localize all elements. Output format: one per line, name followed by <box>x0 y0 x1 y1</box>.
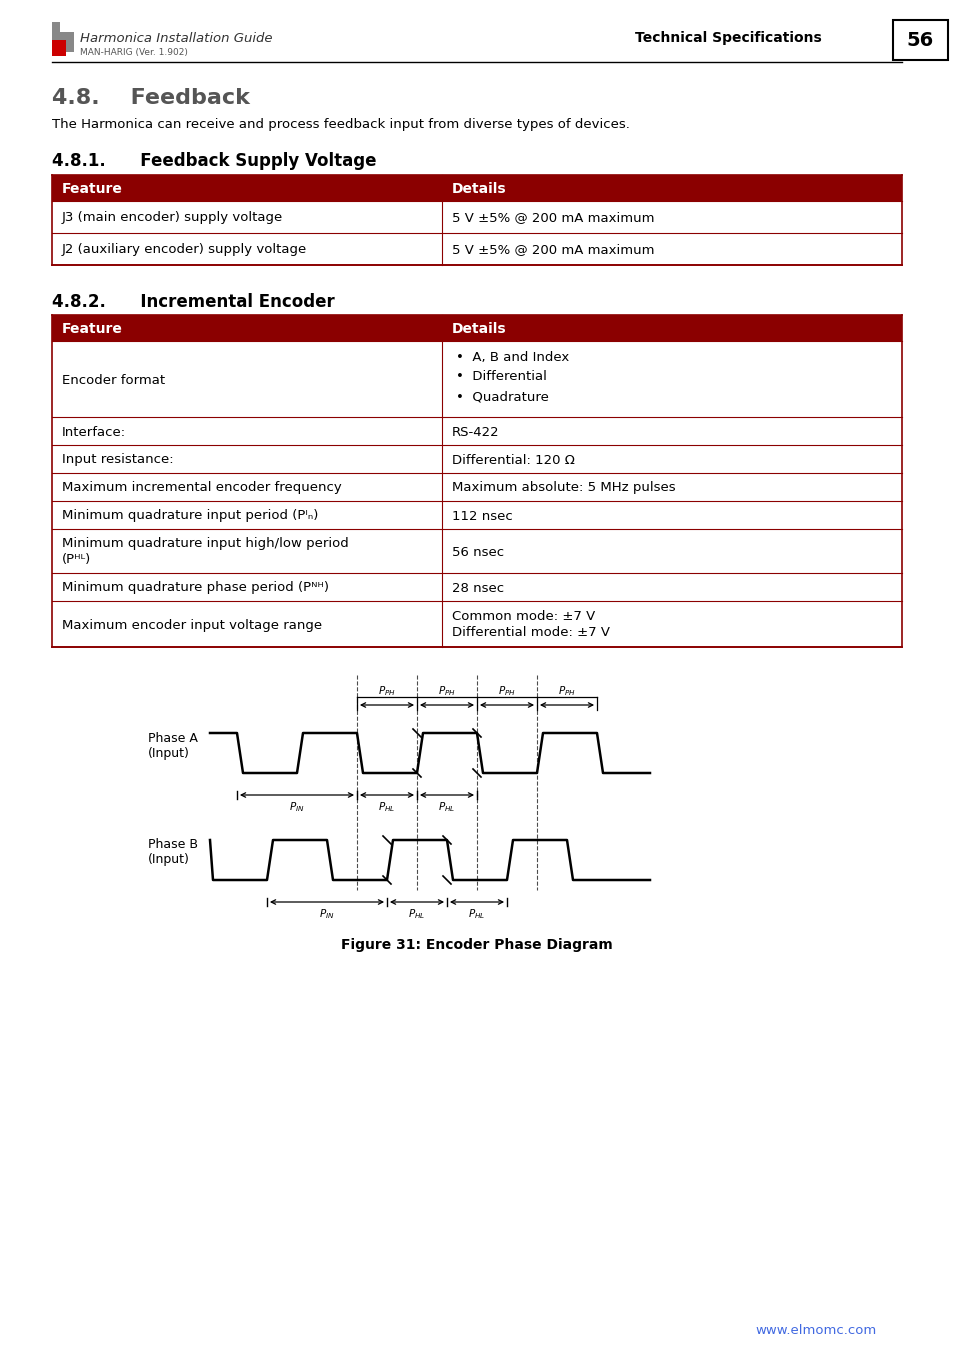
Text: (Pᴴᴸ): (Pᴴᴸ) <box>62 552 91 566</box>
Text: RS-422: RS-422 <box>452 425 499 439</box>
Text: 56 nsec: 56 nsec <box>452 545 503 559</box>
Bar <box>52 572 901 601</box>
Text: MAN-HARIG (Ver. 1.902): MAN-HARIG (Ver. 1.902) <box>80 47 188 57</box>
Bar <box>60 22 74 32</box>
Bar <box>52 40 66 55</box>
Text: 56: 56 <box>905 31 933 50</box>
Text: $P_{PH}$: $P_{PH}$ <box>497 684 516 698</box>
Text: Common mode: ±7 V: Common mode: ±7 V <box>452 610 595 624</box>
Text: The Harmonica can receive and process feedback input from diverse types of devic: The Harmonica can receive and process fe… <box>52 117 629 131</box>
Bar <box>52 472 901 501</box>
Bar <box>52 234 901 265</box>
Bar <box>52 315 901 342</box>
Text: $P_{IN}$: $P_{IN}$ <box>289 801 305 814</box>
Text: $P_{HL}$: $P_{HL}$ <box>437 801 456 814</box>
Text: Differential: 120 Ω: Differential: 120 Ω <box>452 454 575 467</box>
Text: Interface:: Interface: <box>62 425 126 439</box>
Text: 28 nsec: 28 nsec <box>452 582 503 594</box>
Text: $P_{IN}$: $P_{IN}$ <box>319 907 335 921</box>
Text: Phase B: Phase B <box>148 838 198 852</box>
Text: Minimum quadrature input period (Pᴵₙ): Minimum quadrature input period (Pᴵₙ) <box>62 509 318 522</box>
Text: J3 (main encoder) supply voltage: J3 (main encoder) supply voltage <box>62 212 283 224</box>
Text: 5 V ±5% @ 200 mA maximum: 5 V ±5% @ 200 mA maximum <box>452 243 654 256</box>
Text: J2 (auxiliary encoder) supply voltage: J2 (auxiliary encoder) supply voltage <box>62 243 307 256</box>
Text: Input resistance:: Input resistance: <box>62 454 173 467</box>
Text: Details: Details <box>452 182 506 196</box>
Text: •  Quadrature: • Quadrature <box>456 390 548 404</box>
Text: (Input): (Input) <box>148 853 190 867</box>
Text: Maximum encoder input voltage range: Maximum encoder input voltage range <box>62 618 322 632</box>
Text: Figure 31: Encoder Phase Diagram: Figure 31: Encoder Phase Diagram <box>341 938 612 952</box>
Text: $P_{PH}$: $P_{PH}$ <box>377 684 395 698</box>
Text: Feature: Feature <box>62 182 123 196</box>
Text: 4.8.2.      Incremental Encoder: 4.8.2. Incremental Encoder <box>52 293 335 310</box>
Bar <box>52 446 901 472</box>
Text: $P_{HL}$: $P_{HL}$ <box>408 907 425 921</box>
Text: Maximum incremental encoder frequency: Maximum incremental encoder frequency <box>62 482 341 494</box>
Text: www.elmomc.com: www.elmomc.com <box>754 1323 876 1336</box>
Bar <box>52 501 901 529</box>
Bar <box>52 201 901 234</box>
Text: Encoder format: Encoder format <box>62 374 165 386</box>
Text: Differential mode: ±7 V: Differential mode: ±7 V <box>452 626 609 640</box>
Text: •  A, B and Index: • A, B and Index <box>456 351 569 363</box>
Text: 4.8.1.      Feedback Supply Voltage: 4.8.1. Feedback Supply Voltage <box>52 153 376 170</box>
Bar <box>892 20 947 59</box>
Text: $P_{PH}$: $P_{PH}$ <box>558 684 576 698</box>
Text: Technical Specifications: Technical Specifications <box>635 31 821 45</box>
Text: $P_{HL}$: $P_{HL}$ <box>378 801 395 814</box>
Text: Details: Details <box>452 323 506 336</box>
Text: 4.8.    Feedback: 4.8. Feedback <box>52 88 250 108</box>
Bar <box>52 601 901 647</box>
Bar <box>52 417 901 446</box>
Text: Minimum quadrature input high/low period: Minimum quadrature input high/low period <box>62 536 349 549</box>
Bar <box>52 176 901 201</box>
Text: $P_{PH}$: $P_{PH}$ <box>437 684 456 698</box>
Bar <box>52 22 74 53</box>
Text: 112 nsec: 112 nsec <box>452 509 512 522</box>
Text: $P_{HL}$: $P_{HL}$ <box>468 907 485 921</box>
Text: Maximum absolute: 5 MHz pulses: Maximum absolute: 5 MHz pulses <box>452 482 675 494</box>
Text: Phase A: Phase A <box>148 732 197 744</box>
Bar <box>52 529 901 572</box>
Text: Feature: Feature <box>62 323 123 336</box>
Bar <box>52 342 901 417</box>
Text: Minimum quadrature phase period (Pᴺᴴ): Minimum quadrature phase period (Pᴺᴴ) <box>62 582 329 594</box>
Text: 5 V ±5% @ 200 mA maximum: 5 V ±5% @ 200 mA maximum <box>452 212 654 224</box>
Text: (Input): (Input) <box>148 747 190 760</box>
Text: Harmonica Installation Guide: Harmonica Installation Guide <box>80 31 273 45</box>
Text: •  Differential: • Differential <box>456 370 546 383</box>
